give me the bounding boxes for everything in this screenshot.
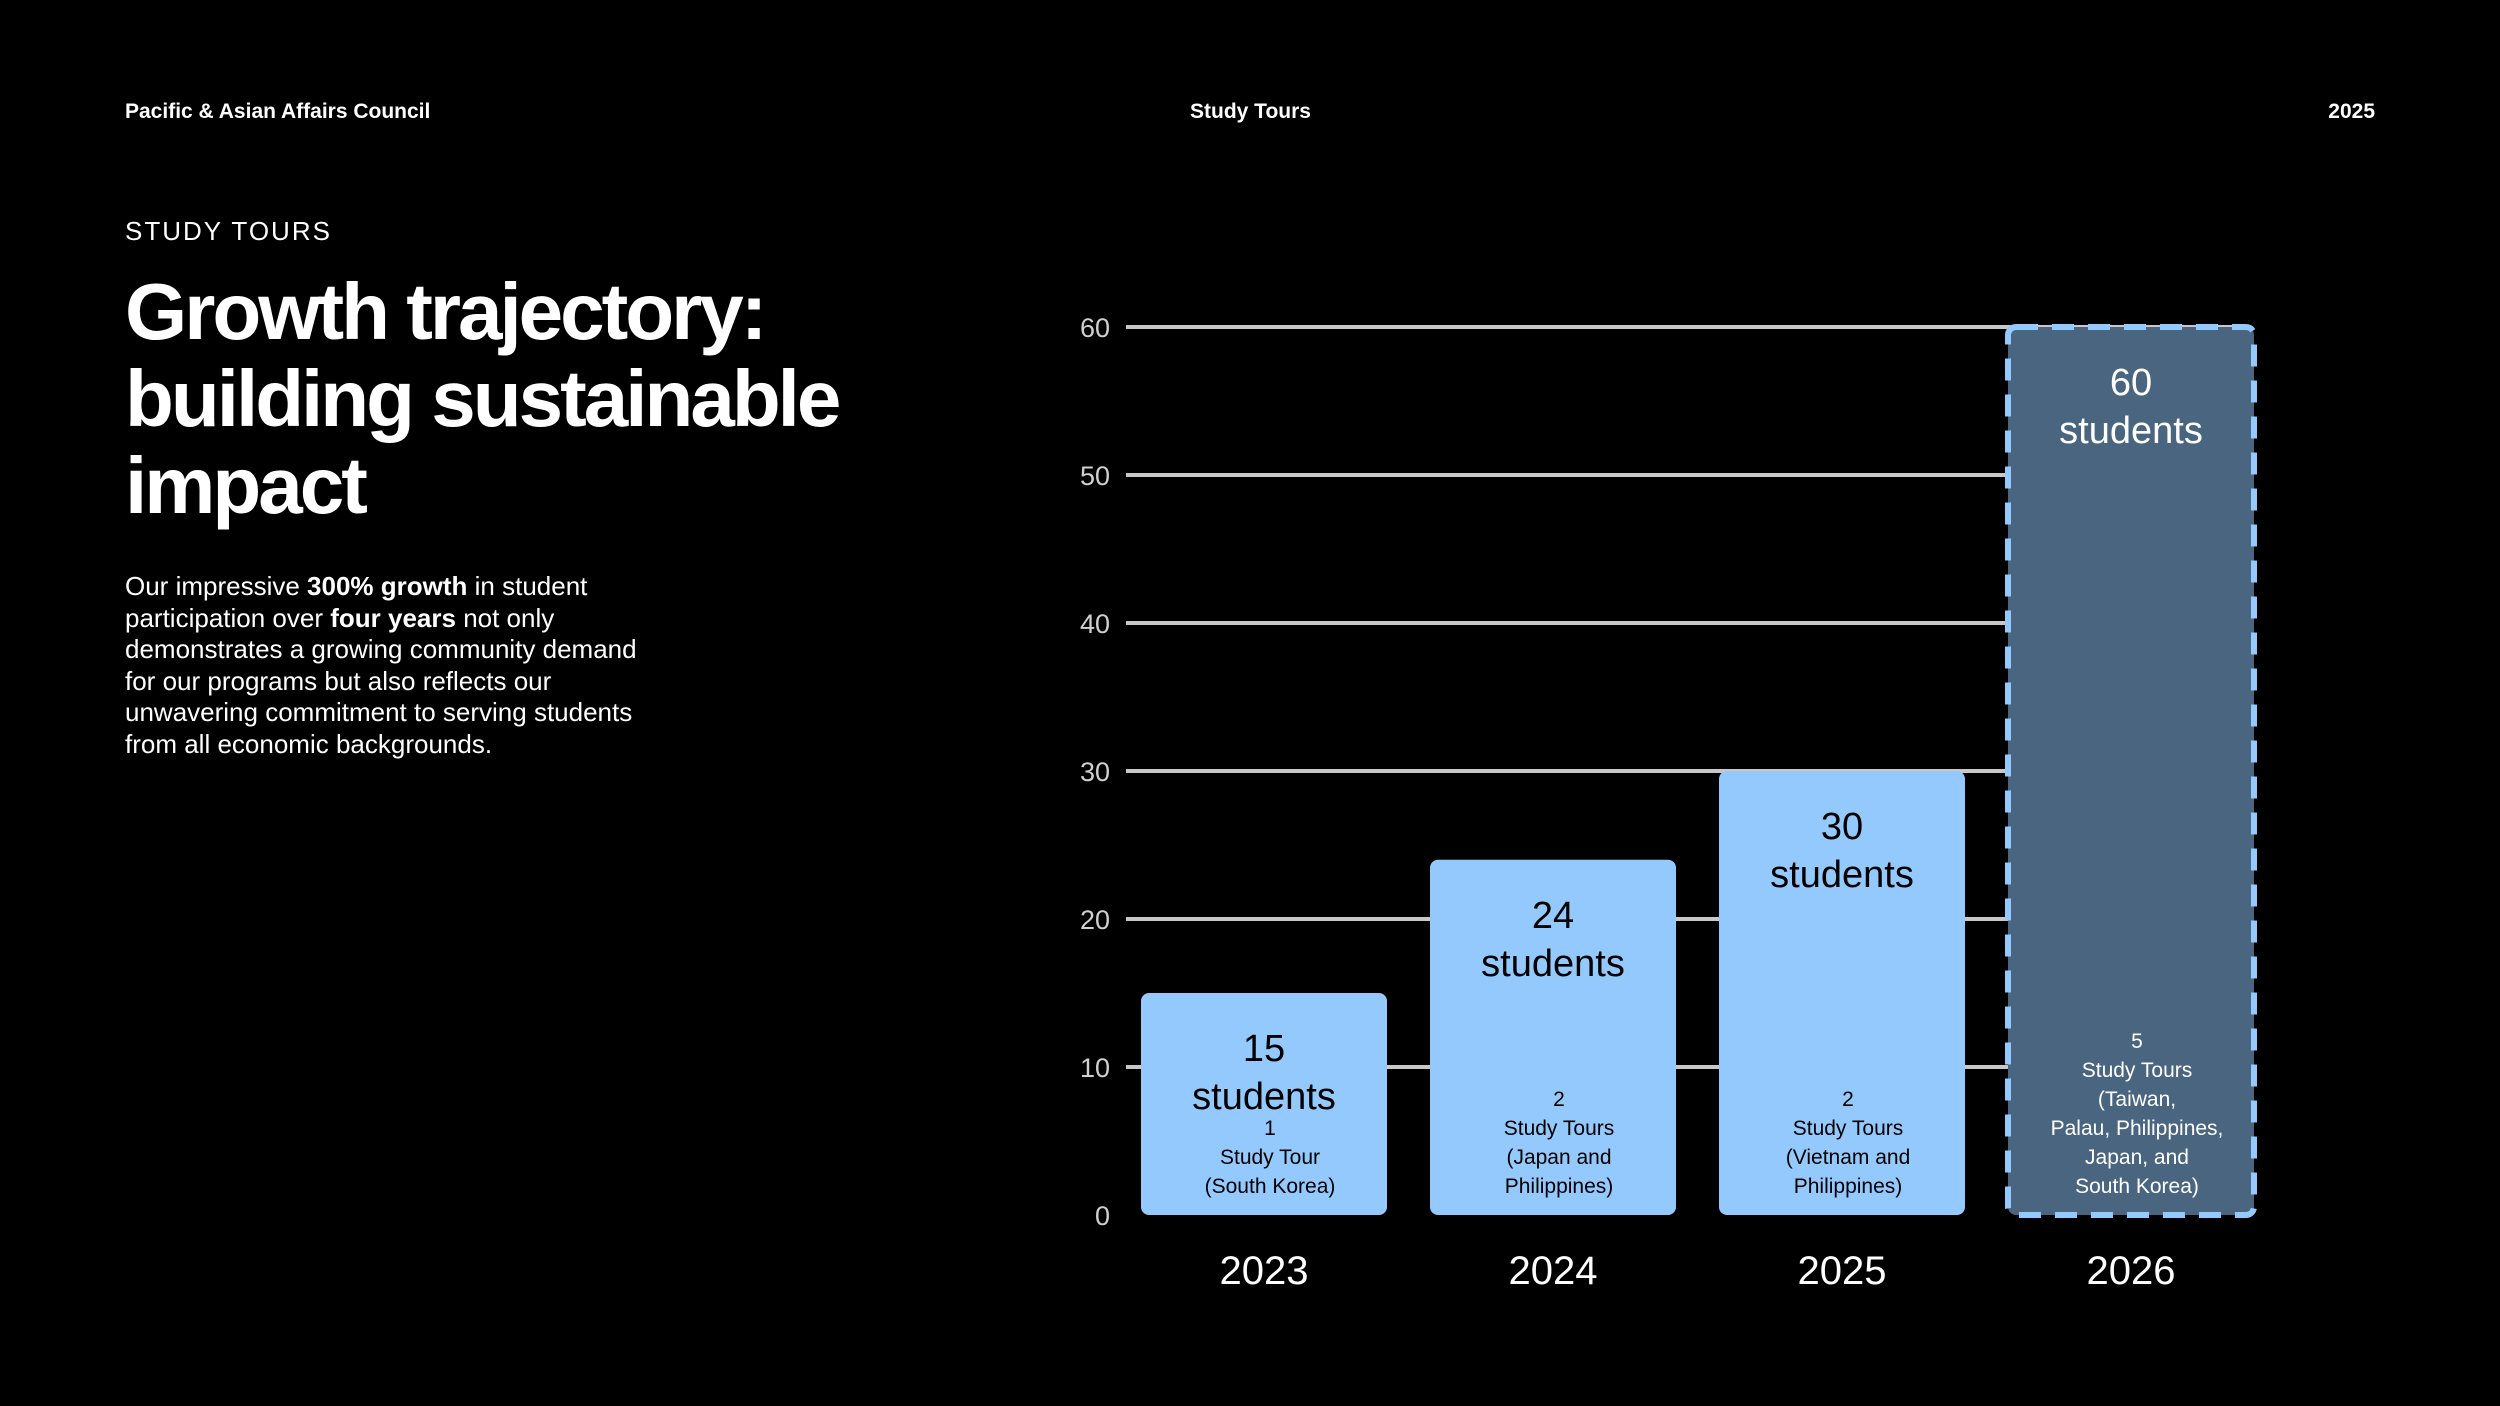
body-text-2: in student participation over: [125, 571, 588, 633]
body-paragraph: Our impressive 300% growth in student pa…: [125, 571, 665, 760]
y-tick-label-10: 10: [1080, 1053, 1110, 1083]
bar-value-label-2026: 60 students: [2059, 362, 2203, 452]
body-highlight-growth: 300% growth: [307, 571, 468, 601]
bar-2024: [1430, 859, 1676, 1215]
y-tick-label-20: 20: [1080, 905, 1110, 935]
x-tick-label-2023: 2023: [1220, 1249, 1309, 1293]
y-tick-label-60: 60: [1080, 313, 1110, 343]
title-line-1: Growth trajectory:: [125, 267, 767, 356]
header-year: 2025: [2328, 100, 2375, 123]
x-tick-label-2026: 2026: [2087, 1249, 2176, 1293]
section-name: Study Tours: [1190, 100, 1311, 123]
title-line-2: building sustainable: [125, 354, 841, 443]
y-tick-label-30: 30: [1080, 757, 1110, 787]
org-name: Pacific & Asian Affairs Council: [125, 100, 431, 123]
bar-note-2025: 2 Study Tours (Vietnam and Philippines): [1786, 1088, 1911, 1198]
bar-2023: [1141, 993, 1387, 1215]
section-kicker: STUDY TOURS: [125, 216, 332, 246]
y-tick-label-0: 0: [1095, 1201, 1110, 1231]
y-tick-label-50: 50: [1080, 461, 1110, 491]
y-tick-label-40: 40: [1080, 609, 1110, 639]
bar-2026: [2005, 324, 2257, 1218]
page-title: Growth trajectory: building sustainable …: [125, 268, 885, 529]
bar-note-2026: 5 Study Tours (Taiwan, Palau, Philippines, J…: [2051, 1030, 2224, 1198]
bar-value-label-2023: 15 students: [1192, 1028, 1336, 1118]
x-tick-label-2025: 2025: [1798, 1249, 1887, 1293]
bar-2025: [1719, 771, 1965, 1215]
title-line-3: impact: [125, 441, 368, 530]
body-text-1: Our impressive: [125, 571, 308, 601]
body-highlight-years: four years: [330, 602, 456, 633]
bar-note-2024: 2 Study Tours (Japan and Philippines): [1504, 1088, 1615, 1198]
bar-value-label-2025: 30 students: [1770, 806, 1914, 896]
bar-note-2023: 1 Study Tour (South Korea): [1205, 1117, 1336, 1198]
bar-value-label-2024: 24 students: [1481, 895, 1625, 985]
x-tick-label-2024: 2024: [1509, 1249, 1598, 1293]
body-text-3: not only demonstrates a growing communit…: [125, 602, 637, 759]
